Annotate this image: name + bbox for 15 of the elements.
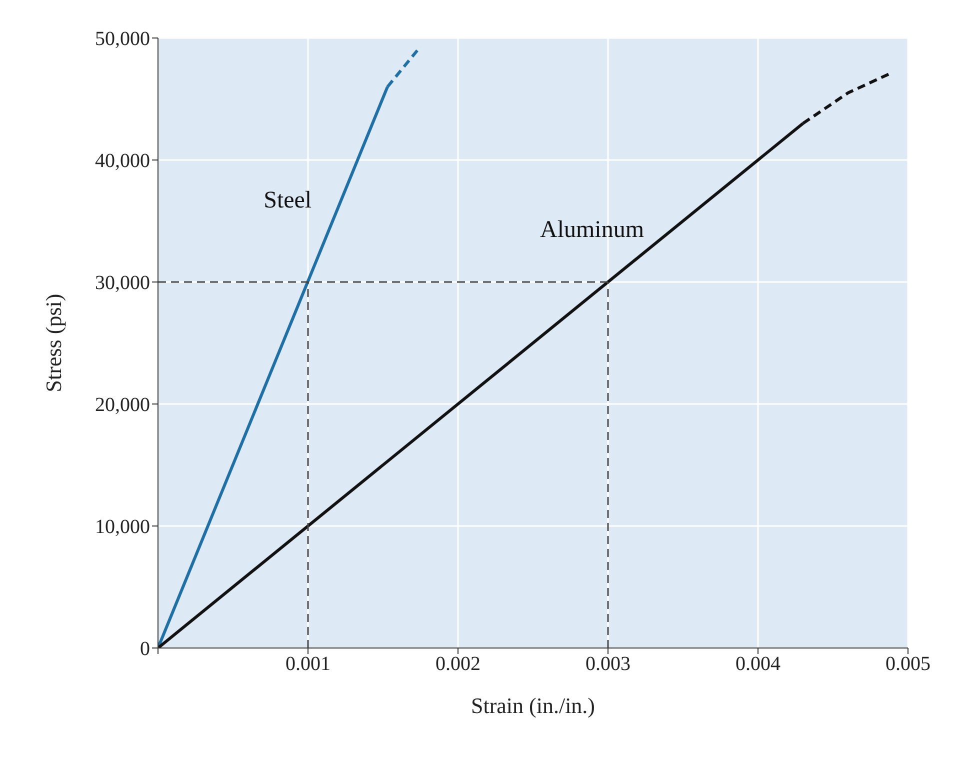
- x-tick-label: 0.002: [436, 653, 480, 676]
- y-tick-label: 0: [140, 638, 150, 660]
- y-tick-label: 30,000: [95, 272, 150, 294]
- x-tick-label: 0.003: [586, 653, 630, 676]
- y-axis-title: Stress (psi): [40, 294, 66, 392]
- y-tick-label: 20,000: [95, 394, 150, 416]
- x-tick-label: 0.005: [886, 653, 930, 676]
- y-tick-label: 50,000: [95, 28, 150, 50]
- x-tick-label: 0.004: [736, 653, 780, 676]
- y-tick-label: 40,000: [95, 150, 150, 172]
- x-tick-label: 0.001: [286, 653, 330, 676]
- series-label: Steel: [264, 188, 312, 214]
- y-tick-label: 10,000: [95, 516, 150, 538]
- series-label: Aluminum: [540, 216, 644, 243]
- x-axis-title: Strain (in./in.): [470, 693, 596, 718]
